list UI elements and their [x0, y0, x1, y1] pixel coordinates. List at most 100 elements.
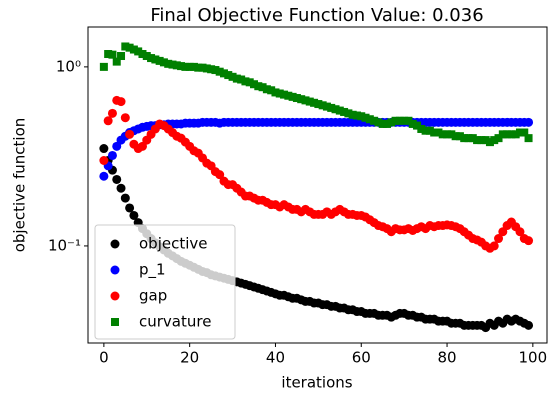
point	[485, 138, 494, 147]
point	[99, 62, 108, 71]
point	[99, 144, 109, 154]
point	[117, 52, 126, 61]
point	[189, 62, 198, 71]
x-tick-label: 0	[99, 349, 109, 367]
point	[335, 106, 344, 115]
point	[120, 193, 130, 203]
y-axis-label: objective function	[11, 118, 29, 253]
point	[125, 129, 135, 139]
point	[489, 241, 499, 251]
point	[464, 134, 473, 143]
point	[125, 203, 135, 213]
point	[172, 61, 181, 70]
point	[507, 130, 516, 139]
point	[382, 119, 391, 128]
point	[271, 88, 280, 97]
point	[378, 119, 387, 128]
point	[498, 130, 507, 139]
point	[245, 78, 254, 87]
point	[120, 113, 130, 123]
point	[129, 45, 138, 54]
legend-marker	[110, 291, 120, 301]
point	[215, 170, 225, 180]
point	[370, 116, 379, 125]
point	[116, 183, 126, 193]
legend-label: objective	[139, 235, 208, 253]
point	[168, 60, 177, 69]
point	[387, 118, 396, 127]
point	[400, 116, 409, 125]
point	[524, 117, 534, 127]
point	[340, 107, 349, 116]
point	[284, 91, 293, 100]
point	[237, 75, 246, 84]
point	[524, 236, 534, 246]
point	[241, 77, 250, 86]
point	[494, 134, 503, 143]
point	[473, 136, 482, 145]
point	[107, 150, 117, 160]
point	[104, 50, 113, 59]
point	[275, 89, 284, 98]
point	[520, 128, 529, 137]
point	[524, 134, 533, 143]
point	[468, 134, 477, 143]
legend-marker	[111, 318, 119, 326]
point	[515, 227, 525, 237]
point	[425, 126, 434, 135]
point	[116, 97, 126, 107]
point	[455, 132, 464, 141]
point	[99, 156, 109, 166]
point	[121, 42, 130, 51]
point	[404, 116, 413, 125]
point	[107, 108, 117, 118]
legend-label: p_1	[139, 261, 166, 280]
y-tick-label: 10⁰	[56, 57, 81, 75]
plot-frame	[87, 26, 548, 344]
point	[331, 105, 340, 114]
x-tick-label: 60	[352, 349, 371, 367]
point	[151, 55, 160, 64]
point	[142, 52, 151, 61]
point	[138, 50, 147, 59]
point	[477, 136, 486, 145]
x-tick-label: 20	[180, 349, 199, 367]
y-tick-label: 10⁻¹	[48, 236, 81, 254]
point	[262, 85, 271, 94]
point	[194, 63, 203, 72]
point	[232, 74, 241, 83]
point	[408, 119, 417, 128]
point	[292, 94, 301, 103]
x-tick-label: 40	[266, 349, 285, 367]
point	[434, 128, 443, 137]
point	[348, 110, 357, 119]
point	[344, 109, 353, 118]
point	[365, 115, 374, 124]
legend-box	[94, 224, 236, 340]
point	[305, 97, 314, 106]
point	[99, 171, 109, 181]
point	[129, 210, 139, 220]
point	[280, 90, 289, 99]
point	[524, 320, 534, 330]
point	[310, 98, 319, 107]
point	[250, 80, 259, 89]
point	[224, 71, 233, 80]
chart-title: Final Objective Function Value: 0.036	[150, 5, 483, 26]
point	[447, 130, 456, 139]
point	[503, 130, 512, 139]
point	[301, 96, 310, 105]
point	[443, 130, 452, 139]
point	[267, 86, 276, 95]
point	[258, 83, 267, 92]
point	[215, 67, 224, 76]
point	[159, 58, 168, 67]
point	[438, 130, 447, 139]
point	[494, 234, 504, 244]
point	[181, 62, 190, 71]
point	[460, 134, 469, 143]
point	[352, 111, 361, 120]
point	[318, 101, 327, 110]
point	[134, 47, 143, 56]
